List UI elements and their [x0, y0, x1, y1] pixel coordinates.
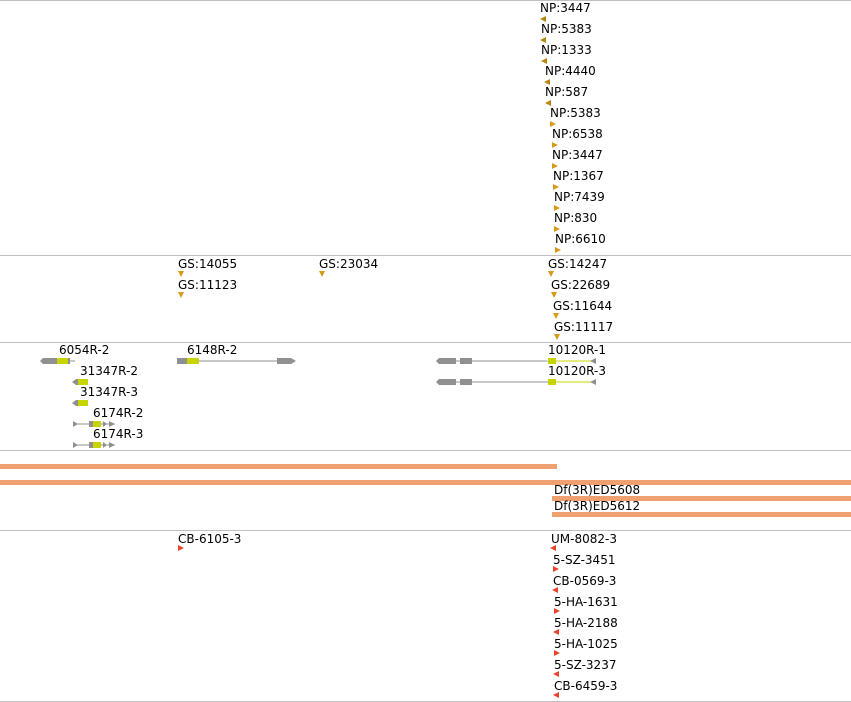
- np-marker-icon[interactable]: [541, 58, 547, 64]
- deletion-bar[interactable]: [0, 464, 557, 469]
- np-label: NP:1367: [553, 169, 604, 183]
- gene-model-icon[interactable]: [72, 398, 92, 408]
- np-marker-icon[interactable]: [552, 142, 558, 148]
- gs-label: GS:14247: [548, 257, 608, 271]
- insertion-label: UM-8082-3: [551, 532, 617, 546]
- gene-model-icon[interactable]: [73, 419, 119, 429]
- track-divider-genes-deletions: [0, 450, 851, 451]
- gs-marker-icon[interactable]: [554, 334, 560, 340]
- insertion-label: 5-SZ-3237: [554, 658, 617, 672]
- gene-model-icon[interactable]: [40, 356, 80, 366]
- np-label: NP:587: [545, 85, 589, 99]
- np-marker-icon[interactable]: [550, 121, 556, 127]
- track-divider-deletions-insertions: [0, 530, 851, 531]
- gs-marker-icon[interactable]: [319, 271, 325, 277]
- gene-label: 6174R-2: [93, 406, 144, 420]
- insertion-marker-icon[interactable]: [178, 545, 184, 551]
- track-divider-gs-genes: [0, 342, 851, 343]
- np-label: NP:7439: [554, 190, 605, 204]
- gs-label: GS:11123: [178, 278, 238, 292]
- gs-marker-icon[interactable]: [178, 271, 184, 277]
- track-divider-top: [0, 0, 851, 1]
- np-label: NP:3447: [540, 1, 591, 15]
- np-label: NP:1333: [541, 43, 592, 57]
- np-marker-icon[interactable]: [554, 205, 560, 211]
- np-marker-icon[interactable]: [540, 37, 546, 43]
- gene-label: 10120R-3: [548, 364, 606, 378]
- np-label: NP:4440: [545, 64, 596, 78]
- np-marker-icon[interactable]: [552, 163, 558, 169]
- insertion-marker-icon[interactable]: [550, 545, 556, 551]
- np-label: NP:830: [554, 211, 598, 225]
- insertion-marker-icon[interactable]: [553, 566, 559, 572]
- insertion-label: CB-6459-3: [554, 679, 618, 693]
- gene-model-icon[interactable]: [177, 356, 299, 366]
- np-marker-icon[interactable]: [544, 79, 550, 85]
- np-label: NP:5383: [550, 106, 601, 120]
- insertion-label: 5-HA-1025: [554, 637, 618, 651]
- gene-label: 6148R-2: [187, 343, 238, 357]
- gene-label: 10120R-1: [548, 343, 606, 357]
- gs-label: GS:23034: [319, 257, 379, 271]
- gs-marker-icon[interactable]: [553, 313, 559, 319]
- insertion-label: CB-0569-3: [553, 574, 617, 588]
- np-marker-icon[interactable]: [554, 226, 560, 232]
- gs-marker-icon[interactable]: [551, 292, 557, 298]
- deletion-label: Df(3R)ED5612: [554, 499, 641, 513]
- gene-label: 31347R-3: [80, 385, 138, 399]
- insertion-marker-icon[interactable]: [553, 671, 559, 677]
- insertion-label: CB-6105-3: [178, 532, 242, 546]
- gs-label: GS:11117: [554, 320, 614, 334]
- insertion-label: 5-HA-2188: [554, 616, 618, 630]
- gene-model-icon[interactable]: [72, 377, 92, 387]
- np-label: NP:6538: [552, 127, 603, 141]
- insertion-marker-icon[interactable]: [554, 608, 560, 614]
- gs-marker-icon[interactable]: [548, 271, 554, 277]
- insertion-marker-icon[interactable]: [552, 587, 558, 593]
- gs-marker-icon[interactable]: [178, 292, 184, 298]
- gene-label: 31347R-2: [80, 364, 138, 378]
- insertion-marker-icon[interactable]: [553, 692, 559, 698]
- gs-label: GS:22689: [551, 278, 611, 292]
- np-label: NP:5383: [541, 22, 592, 36]
- gs-label: GS:11644: [553, 299, 613, 313]
- insertion-marker-icon[interactable]: [553, 629, 559, 635]
- gs-label: GS:14055: [178, 257, 238, 271]
- gene-label: 6174R-3: [93, 427, 144, 441]
- track-divider-np-gs: [0, 255, 851, 256]
- gene-label: 6054R-2: [59, 343, 110, 357]
- deletion-bar[interactable]: [552, 496, 851, 501]
- insertion-label: 5-HA-1631: [554, 595, 618, 609]
- np-marker-icon[interactable]: [553, 184, 559, 190]
- np-marker-icon[interactable]: [545, 100, 551, 106]
- np-label: NP:3447: [552, 148, 603, 162]
- np-label: NP:6610: [555, 232, 606, 246]
- gene-model-icon[interactable]: [436, 356, 600, 366]
- deletion-bar[interactable]: [552, 512, 851, 517]
- np-marker-icon[interactable]: [555, 247, 561, 253]
- gene-model-icon[interactable]: [436, 377, 600, 387]
- np-marker-icon[interactable]: [540, 16, 546, 22]
- deletion-bar[interactable]: [0, 480, 851, 485]
- gene-model-icon[interactable]: [73, 440, 119, 450]
- insertion-marker-icon[interactable]: [554, 650, 560, 656]
- insertion-label: 5-SZ-3451: [553, 553, 616, 567]
- deletion-label: Df(3R)ED5608: [554, 483, 641, 497]
